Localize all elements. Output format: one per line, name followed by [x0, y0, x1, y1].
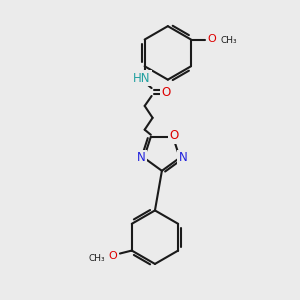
Text: O: O: [169, 129, 178, 142]
Text: O: O: [207, 34, 216, 44]
Text: N: N: [136, 151, 146, 164]
Text: N: N: [178, 151, 187, 164]
Text: O: O: [109, 250, 117, 260]
Text: CH₃: CH₃: [88, 254, 105, 263]
Text: HN: HN: [133, 72, 150, 85]
Text: O: O: [162, 85, 171, 98]
Text: CH₃: CH₃: [221, 36, 237, 45]
